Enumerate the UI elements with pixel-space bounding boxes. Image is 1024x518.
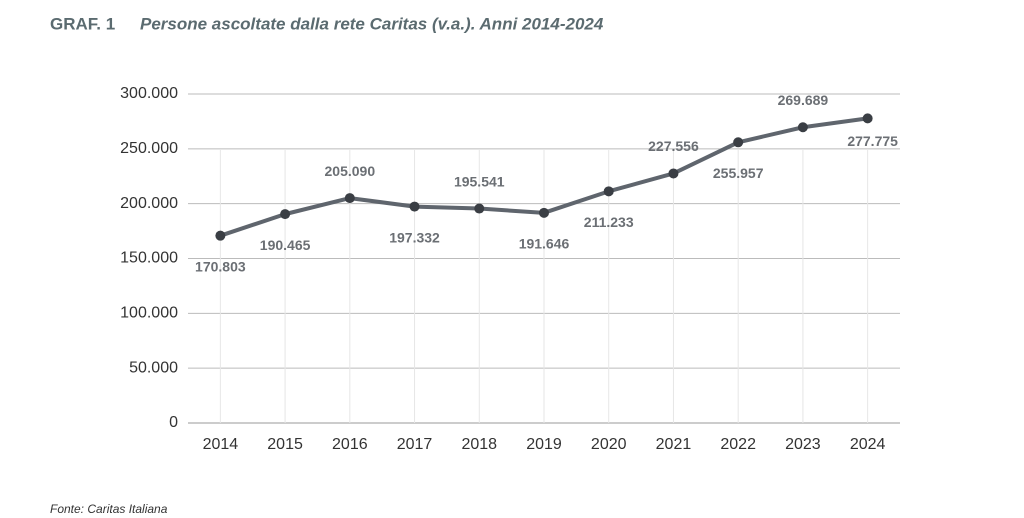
value-label: 191.646 [519,236,570,252]
data-point [474,203,485,214]
value-label: 269.689 [778,92,829,108]
x-tick-label: 2020 [591,436,627,453]
x-tick-label: 2019 [526,436,562,453]
value-label: 227.556 [648,138,699,154]
x-tick-label: 2024 [850,436,886,453]
value-label: 195.541 [454,173,505,189]
y-tick-label: 100.000 [120,305,178,322]
chart-title: Persone ascoltate dalla rete Caritas (v.… [140,14,604,33]
data-point [539,207,549,218]
x-tick-label: 2016 [332,436,368,453]
value-label: 255.957 [713,165,764,181]
data-point [215,230,226,241]
x-tick-label: 2021 [656,436,692,453]
data-point [668,168,679,179]
data-point [797,122,808,133]
value-label: 211.233 [584,214,634,230]
y-tick-label: 50.000 [129,359,178,376]
data-point [344,193,355,204]
data-point [603,186,614,197]
value-label: 190.465 [260,237,311,253]
value-label: 277.775 [847,133,898,149]
x-tick-label: 2017 [397,436,433,453]
x-tick-label: 2015 [267,436,303,453]
y-tick-label: 0 [169,414,178,431]
x-tick-label: 2022 [720,436,756,453]
value-label: 205.090 [325,163,376,179]
x-tick-label: 2023 [785,436,821,453]
data-point [280,209,291,220]
data-point [733,137,744,148]
y-tick-label: 300.000 [120,85,178,102]
value-label: 197.332 [389,229,440,245]
y-tick-label: 200.000 [120,195,178,212]
x-tick-label: 2018 [461,436,497,453]
source: Fonte: Caritas Italiana [50,502,168,516]
y-tick-label: 150.000 [120,250,178,267]
x-tick-label: 2014 [203,436,239,453]
data-point [409,201,420,212]
y-tick-label: 250.000 [120,140,178,157]
value-label: 170.803 [195,258,246,274]
data-point [862,113,873,124]
chart-label: GRAF. 1 [50,14,115,33]
